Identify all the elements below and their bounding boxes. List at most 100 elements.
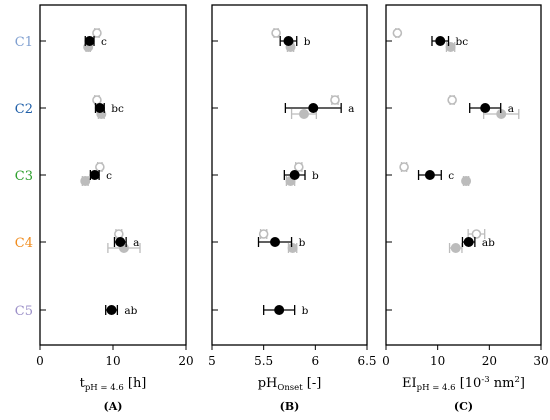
data-point-filled-black [89, 170, 100, 180]
data-point-open-gray [258, 229, 269, 239]
marker-filled [94, 103, 105, 113]
x-tick-label: 6.5 [357, 354, 376, 368]
significance-label: ab [482, 237, 495, 249]
data-point-filled-black [431, 36, 450, 46]
data-point-filled-gray [287, 243, 298, 253]
significance-label: a [133, 237, 139, 249]
x-tick-label: 20 [482, 354, 497, 368]
significance-label: c [448, 170, 454, 182]
category-label: C1 [15, 35, 33, 50]
category-label: C5 [15, 304, 33, 319]
x-tick-label: 30 [533, 354, 548, 368]
x-tick-label: 5 [208, 354, 216, 368]
marker-filled [450, 243, 461, 253]
marker-filled [115, 237, 126, 247]
data-point-open-gray [92, 28, 102, 38]
x-tick-label: 5.5 [254, 354, 273, 368]
x-tick-label: 10 [105, 354, 120, 368]
marker-open [447, 95, 457, 105]
data-point-open-gray [447, 95, 457, 105]
significance-label: b [302, 305, 309, 317]
significance-label: b [312, 170, 319, 182]
data-point-filled-black [94, 103, 105, 113]
marker-filled [424, 170, 435, 180]
x-tick-label: 0 [382, 354, 390, 368]
significance-label: ab [124, 305, 137, 317]
data-point-filled-black [469, 103, 502, 113]
x-axis-label: EIpH = 4.6 [10-3 nm2] [402, 375, 525, 393]
marker-filled [270, 237, 281, 247]
significance-label: a [348, 103, 354, 115]
marker-filled [80, 176, 91, 186]
data-point-filled-gray [80, 176, 91, 186]
panel-label: (B) [280, 400, 300, 413]
data-point-filled-black [84, 36, 95, 46]
marker-filled [461, 176, 472, 186]
category-label: C4 [15, 236, 33, 251]
marker-filled [287, 243, 298, 253]
significance-label: a [508, 103, 514, 115]
data-point-filled-black [105, 305, 119, 315]
panel-label: (C) [454, 400, 473, 413]
marker-open [392, 28, 403, 38]
panel-1: C1 C2 C3 C4 C5 0 10 20 tpH = 4.6 [h] (A) c bc c a ab [15, 4, 194, 413]
marker-filled [84, 36, 95, 46]
data-point-filled-black [461, 237, 476, 247]
data-point-filled-black [417, 170, 442, 180]
marker-open [95, 162, 105, 172]
x-tick-label: 20 [178, 354, 193, 368]
significance-label: bc [111, 103, 124, 115]
marker-open [114, 229, 124, 239]
data-point-filled-gray [461, 176, 472, 186]
marker-filled [106, 305, 117, 315]
marker-filled [298, 109, 309, 119]
data-point-filled-black [263, 305, 296, 315]
data-point-filled-black [279, 36, 298, 46]
marker-filled [445, 42, 456, 52]
panel-2: 5 5.5 6 6.5 pHOnset [-] (B) b a b b b [208, 4, 377, 413]
data-point-open-gray [392, 28, 403, 38]
significance-label: b [299, 237, 306, 249]
data-point-open-gray [399, 162, 409, 172]
marker-filled [289, 170, 300, 180]
data-point-open-gray [330, 95, 340, 105]
marker-open [92, 95, 102, 105]
marker-filled [463, 237, 474, 247]
data-point-filled-gray [448, 243, 463, 253]
marker-filled [274, 305, 285, 315]
data-point-filled-black [284, 103, 342, 113]
data-point-filled-black [113, 237, 127, 247]
data-point-filled-gray [445, 42, 456, 52]
significance-label: c [101, 36, 107, 48]
panel-3: 0 10 20 30 EIpH = 4.6 [10-3 nm2] (C) bc a c ab [382, 4, 549, 413]
x-tick-label: 6 [312, 354, 320, 368]
panel-frame [39, 4, 187, 346]
marker-filled [435, 36, 446, 46]
x-tick-label: 0 [36, 354, 44, 368]
data-point-open-gray [271, 28, 281, 38]
marker-open [271, 28, 281, 38]
marker-open [399, 162, 409, 172]
panel-label: (A) [104, 400, 123, 413]
category-label: C2 [15, 102, 33, 117]
category-label: C3 [15, 169, 33, 184]
marker-open [330, 95, 340, 105]
x-tick-label: 10 [430, 354, 445, 368]
data-point-filled-black [283, 170, 306, 180]
data-point-open-gray [95, 162, 105, 172]
data-point-filled-black [257, 237, 293, 247]
marker-open [258, 229, 269, 239]
marker-open [471, 229, 482, 239]
x-axis-label: pHOnset [-] [258, 376, 322, 393]
panel-frame [385, 4, 542, 346]
marker-filled [308, 103, 319, 113]
significance-label: c [106, 170, 112, 182]
significance-label: b [304, 36, 311, 48]
data-point-open-gray [293, 162, 304, 172]
marker-filled [89, 170, 100, 180]
x-axis-label: tpH = 4.6 [h] [80, 376, 147, 393]
significance-label: bc [456, 36, 469, 48]
marker-open [293, 162, 304, 172]
